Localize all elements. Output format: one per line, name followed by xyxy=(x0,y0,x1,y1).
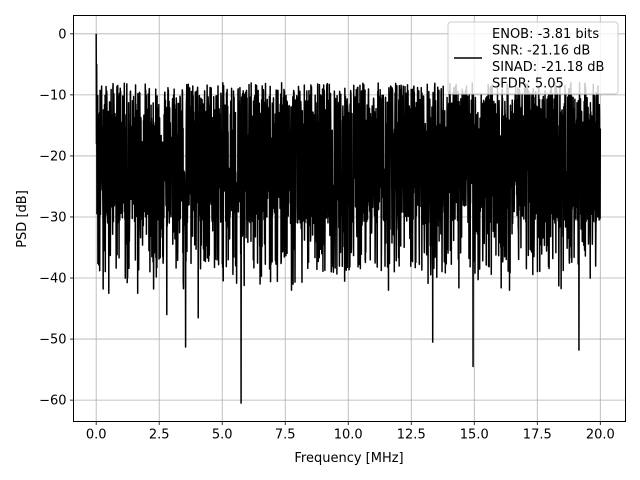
x-tick-label: 2.5 xyxy=(149,428,170,443)
x-tick-label: 12.5 xyxy=(397,428,426,443)
legend-box xyxy=(447,21,619,95)
y-axis: 0 −10 −20 −30 −40 −50 −60 xyxy=(39,27,74,409)
y-tick-label: −20 xyxy=(39,149,66,164)
plot-frame xyxy=(73,15,626,422)
y-tick-label: −60 xyxy=(39,394,66,409)
y-tick-label: −50 xyxy=(39,333,66,348)
x-tick-label: 7.5 xyxy=(275,428,296,443)
x-tick-label: 15.0 xyxy=(460,428,489,443)
legend-label-line: SINAD: -21.18 dB xyxy=(492,60,604,75)
psd-series-line xyxy=(95,33,602,404)
x-tick-label: 17.5 xyxy=(523,428,552,443)
x-tick-label: 0.0 xyxy=(86,428,107,443)
y-axis-label: PSD [dB] xyxy=(15,190,30,248)
x-axis-label: Frequency [MHz] xyxy=(294,451,403,466)
y-tick-label: 0 xyxy=(58,27,66,42)
x-tick-label: 20.0 xyxy=(586,428,615,443)
y-tick-label: −40 xyxy=(39,272,66,287)
x-tick-label: 5.0 xyxy=(212,428,233,443)
series-layer xyxy=(95,33,602,404)
y-tick-label: −10 xyxy=(39,88,66,103)
legend-label-line: ENOB: -3.81 bits xyxy=(492,27,599,42)
legend-label-line: SFDR: 5.05 xyxy=(492,77,564,92)
x-tick-label: 10.0 xyxy=(334,428,363,443)
y-tick-label: −30 xyxy=(39,210,66,225)
x-axis: 0.0 2.5 5.0 7.5 10.0 12.5 15.0 17.5 20.0 xyxy=(86,421,615,443)
legend-label-line: SNR: -21.16 dB xyxy=(492,44,590,59)
